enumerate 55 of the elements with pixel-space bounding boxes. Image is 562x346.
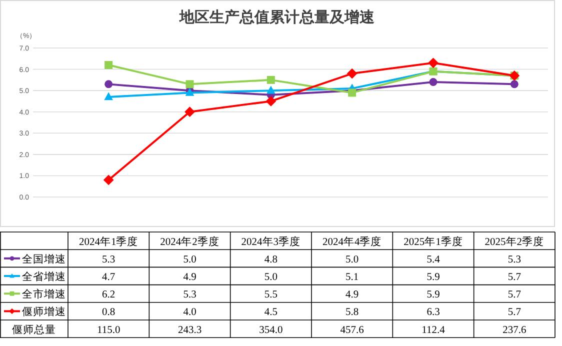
legend-label: 全市增速 [22, 288, 66, 301]
data-label: 4.9 [183, 272, 196, 283]
point [428, 58, 438, 68]
x-tick-label: 2024年1季度 [78, 234, 138, 248]
data-label: 4.9 [346, 290, 359, 301]
point [186, 80, 194, 88]
text: 112.4 [422, 324, 446, 336]
data-label: 6.2 [102, 290, 116, 301]
data-label: 5.7 [508, 307, 521, 318]
data-label: 5.7 [508, 272, 521, 283]
text: 354.0 [259, 324, 283, 336]
legend-label: 全省增速 [22, 270, 66, 283]
x-tick-label: 2025年2季度 [484, 234, 544, 248]
x-tick-label: 2024年2季度 [160, 234, 220, 248]
data-label: 5.3 [183, 290, 196, 301]
point [266, 96, 276, 106]
x-tick-label: 2024年4季度 [322, 234, 382, 248]
x-tick-label: 2024年3季度 [241, 234, 301, 248]
point [266, 76, 275, 84]
data-label: 5.8 [346, 307, 359, 318]
text: 偃师总量 [12, 322, 56, 336]
data-label: 4.7 [102, 272, 116, 283]
text: 243.3 [178, 324, 202, 336]
data-label: 5.4 [426, 254, 441, 266]
legend-label: 偃师增速 [22, 305, 66, 318]
chart-title: 地区生产总值累计总量及增速 [178, 9, 376, 26]
text: 237.6 [502, 324, 526, 336]
data-label: 5.0 [346, 254, 359, 266]
text: 115.0 [96, 324, 120, 336]
data-label: 4.5 [264, 307, 278, 318]
point [429, 78, 438, 86]
data-label: 6.3 [426, 307, 440, 318]
data-label: 5.9 [426, 290, 440, 301]
point [104, 61, 113, 70]
x-tick-label: 2025年1季度 [404, 234, 463, 248]
point [184, 106, 195, 118]
point [104, 80, 113, 88]
data-label: 5.1 [346, 272, 359, 283]
data-label: 5.0 [183, 254, 196, 266]
data-label: 5.5 [264, 290, 278, 301]
data-label: 5.7 [508, 290, 521, 301]
data-label: 5.3 [102, 254, 116, 266]
data-label: 4.8 [264, 254, 278, 266]
data-label: 4.0 [183, 307, 196, 318]
data-label: 5.9 [426, 272, 440, 283]
data-label: 5.3 [508, 254, 521, 266]
data-label: 0.8 [102, 307, 116, 318]
point [510, 80, 518, 88]
point [103, 174, 114, 186]
point [104, 92, 113, 100]
point [266, 86, 276, 94]
point [346, 68, 358, 79]
data-label: 5.0 [264, 272, 278, 283]
legend-label: 全国增速 [22, 252, 66, 266]
text: 457.6 [340, 324, 364, 336]
